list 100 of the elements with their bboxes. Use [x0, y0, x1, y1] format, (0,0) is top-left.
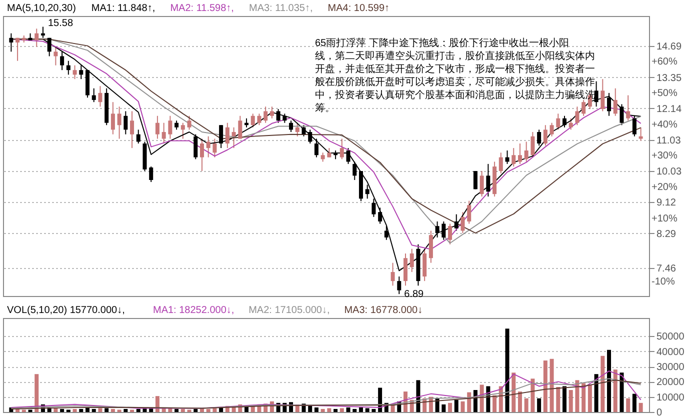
candlestick — [384, 226, 388, 240]
candlestick — [162, 122, 166, 144]
candlestick — [16, 37, 20, 62]
candlestick — [352, 161, 357, 180]
candlestick — [206, 136, 210, 158]
candlestick — [422, 248, 427, 282]
candlestick — [467, 200, 472, 224]
candlestick — [168, 115, 172, 140]
candlestick — [117, 106, 122, 140]
candlestick — [79, 64, 84, 80]
y-tick-label: 9.12 — [656, 198, 676, 209]
candlestick — [92, 88, 96, 103]
bar — [448, 402, 452, 412]
candlestick — [505, 150, 510, 164]
bar — [435, 398, 440, 412]
candlestick — [365, 184, 370, 200]
y-tick-label: 12.14 — [656, 104, 682, 115]
candlestick — [530, 131, 535, 158]
bar — [505, 328, 510, 412]
candlestick — [403, 252, 408, 286]
y2-tick-label: +40% — [652, 119, 678, 130]
bar — [607, 350, 612, 412]
bar — [378, 388, 382, 412]
bar — [358, 407, 363, 412]
bar — [194, 408, 198, 412]
candlestick — [512, 148, 516, 168]
candlestick — [174, 120, 179, 130]
candlestick — [110, 102, 115, 135]
legend-title: MA(5,10,20,30) — [7, 3, 76, 14]
candlestick — [537, 129, 542, 146]
text: MA2: 17105.000↓, — [248, 305, 330, 316]
bar — [174, 408, 179, 412]
y2-tick-label: +20% — [652, 182, 678, 194]
candlestick — [340, 138, 344, 160]
bar — [79, 408, 84, 412]
candlestick — [225, 122, 230, 149]
y-tick-label: 30000 — [656, 362, 685, 374]
candlestick — [473, 170, 478, 190]
candlestick — [620, 104, 624, 126]
bar — [582, 383, 586, 412]
candlestick — [194, 134, 198, 160]
bar — [550, 358, 554, 412]
candlestick — [372, 198, 376, 218]
y2-tick-label: +60% — [652, 56, 678, 68]
bar — [537, 398, 542, 412]
candlestick — [98, 86, 102, 108]
bar — [72, 408, 77, 412]
candlestick — [54, 46, 58, 66]
y2-tick-label: +30% — [652, 150, 678, 162]
bar — [314, 407, 318, 412]
bar — [530, 378, 535, 412]
text: MA3: 11.035↑, — [249, 3, 313, 14]
bar — [206, 408, 210, 412]
candlestick — [550, 122, 554, 137]
candlestick — [282, 113, 287, 124]
bar — [334, 408, 338, 412]
candlestick — [518, 143, 522, 164]
candlestick — [289, 120, 294, 132]
candlestick — [136, 129, 140, 144]
bar — [136, 408, 140, 412]
candlestick — [60, 51, 64, 71]
bar — [352, 408, 357, 412]
y-tick-label: 11.03 — [656, 135, 682, 146]
bar — [454, 400, 458, 412]
candlestick — [320, 152, 325, 162]
bar — [512, 372, 516, 412]
candlestick — [626, 94, 630, 122]
bar — [60, 408, 64, 412]
candlestick — [124, 110, 128, 135]
bar — [556, 386, 560, 412]
text: MA1: 11.848↑, — [91, 3, 156, 14]
candlestick — [435, 220, 440, 238]
text: MA4: 10.599↑ — [328, 3, 390, 14]
candlestick — [276, 108, 280, 124]
candlestick — [346, 148, 350, 164]
candlestick — [219, 124, 224, 149]
candlestick — [442, 220, 446, 240]
y-tick-label: 7.46 — [656, 264, 676, 275]
candlestick — [327, 148, 332, 158]
candlestick — [410, 248, 414, 273]
bar — [562, 386, 567, 412]
bar — [460, 401, 465, 412]
y-tick-label: 10.03 — [656, 166, 682, 178]
candlestick — [556, 113, 560, 130]
bar — [600, 356, 605, 412]
annotation: 15.58 — [48, 18, 74, 29]
candlestick — [238, 115, 242, 140]
bar — [346, 407, 350, 412]
bar — [568, 390, 573, 412]
candlestick — [582, 99, 586, 116]
bar — [92, 408, 96, 412]
candlestick — [9, 32, 14, 52]
candlestick — [302, 124, 306, 137]
bar — [575, 380, 580, 412]
candlestick — [613, 88, 618, 116]
candlestick — [600, 78, 605, 112]
bar — [98, 408, 102, 412]
candlestick — [498, 152, 503, 174]
candlestick — [397, 276, 402, 295]
candlestick — [543, 124, 548, 146]
